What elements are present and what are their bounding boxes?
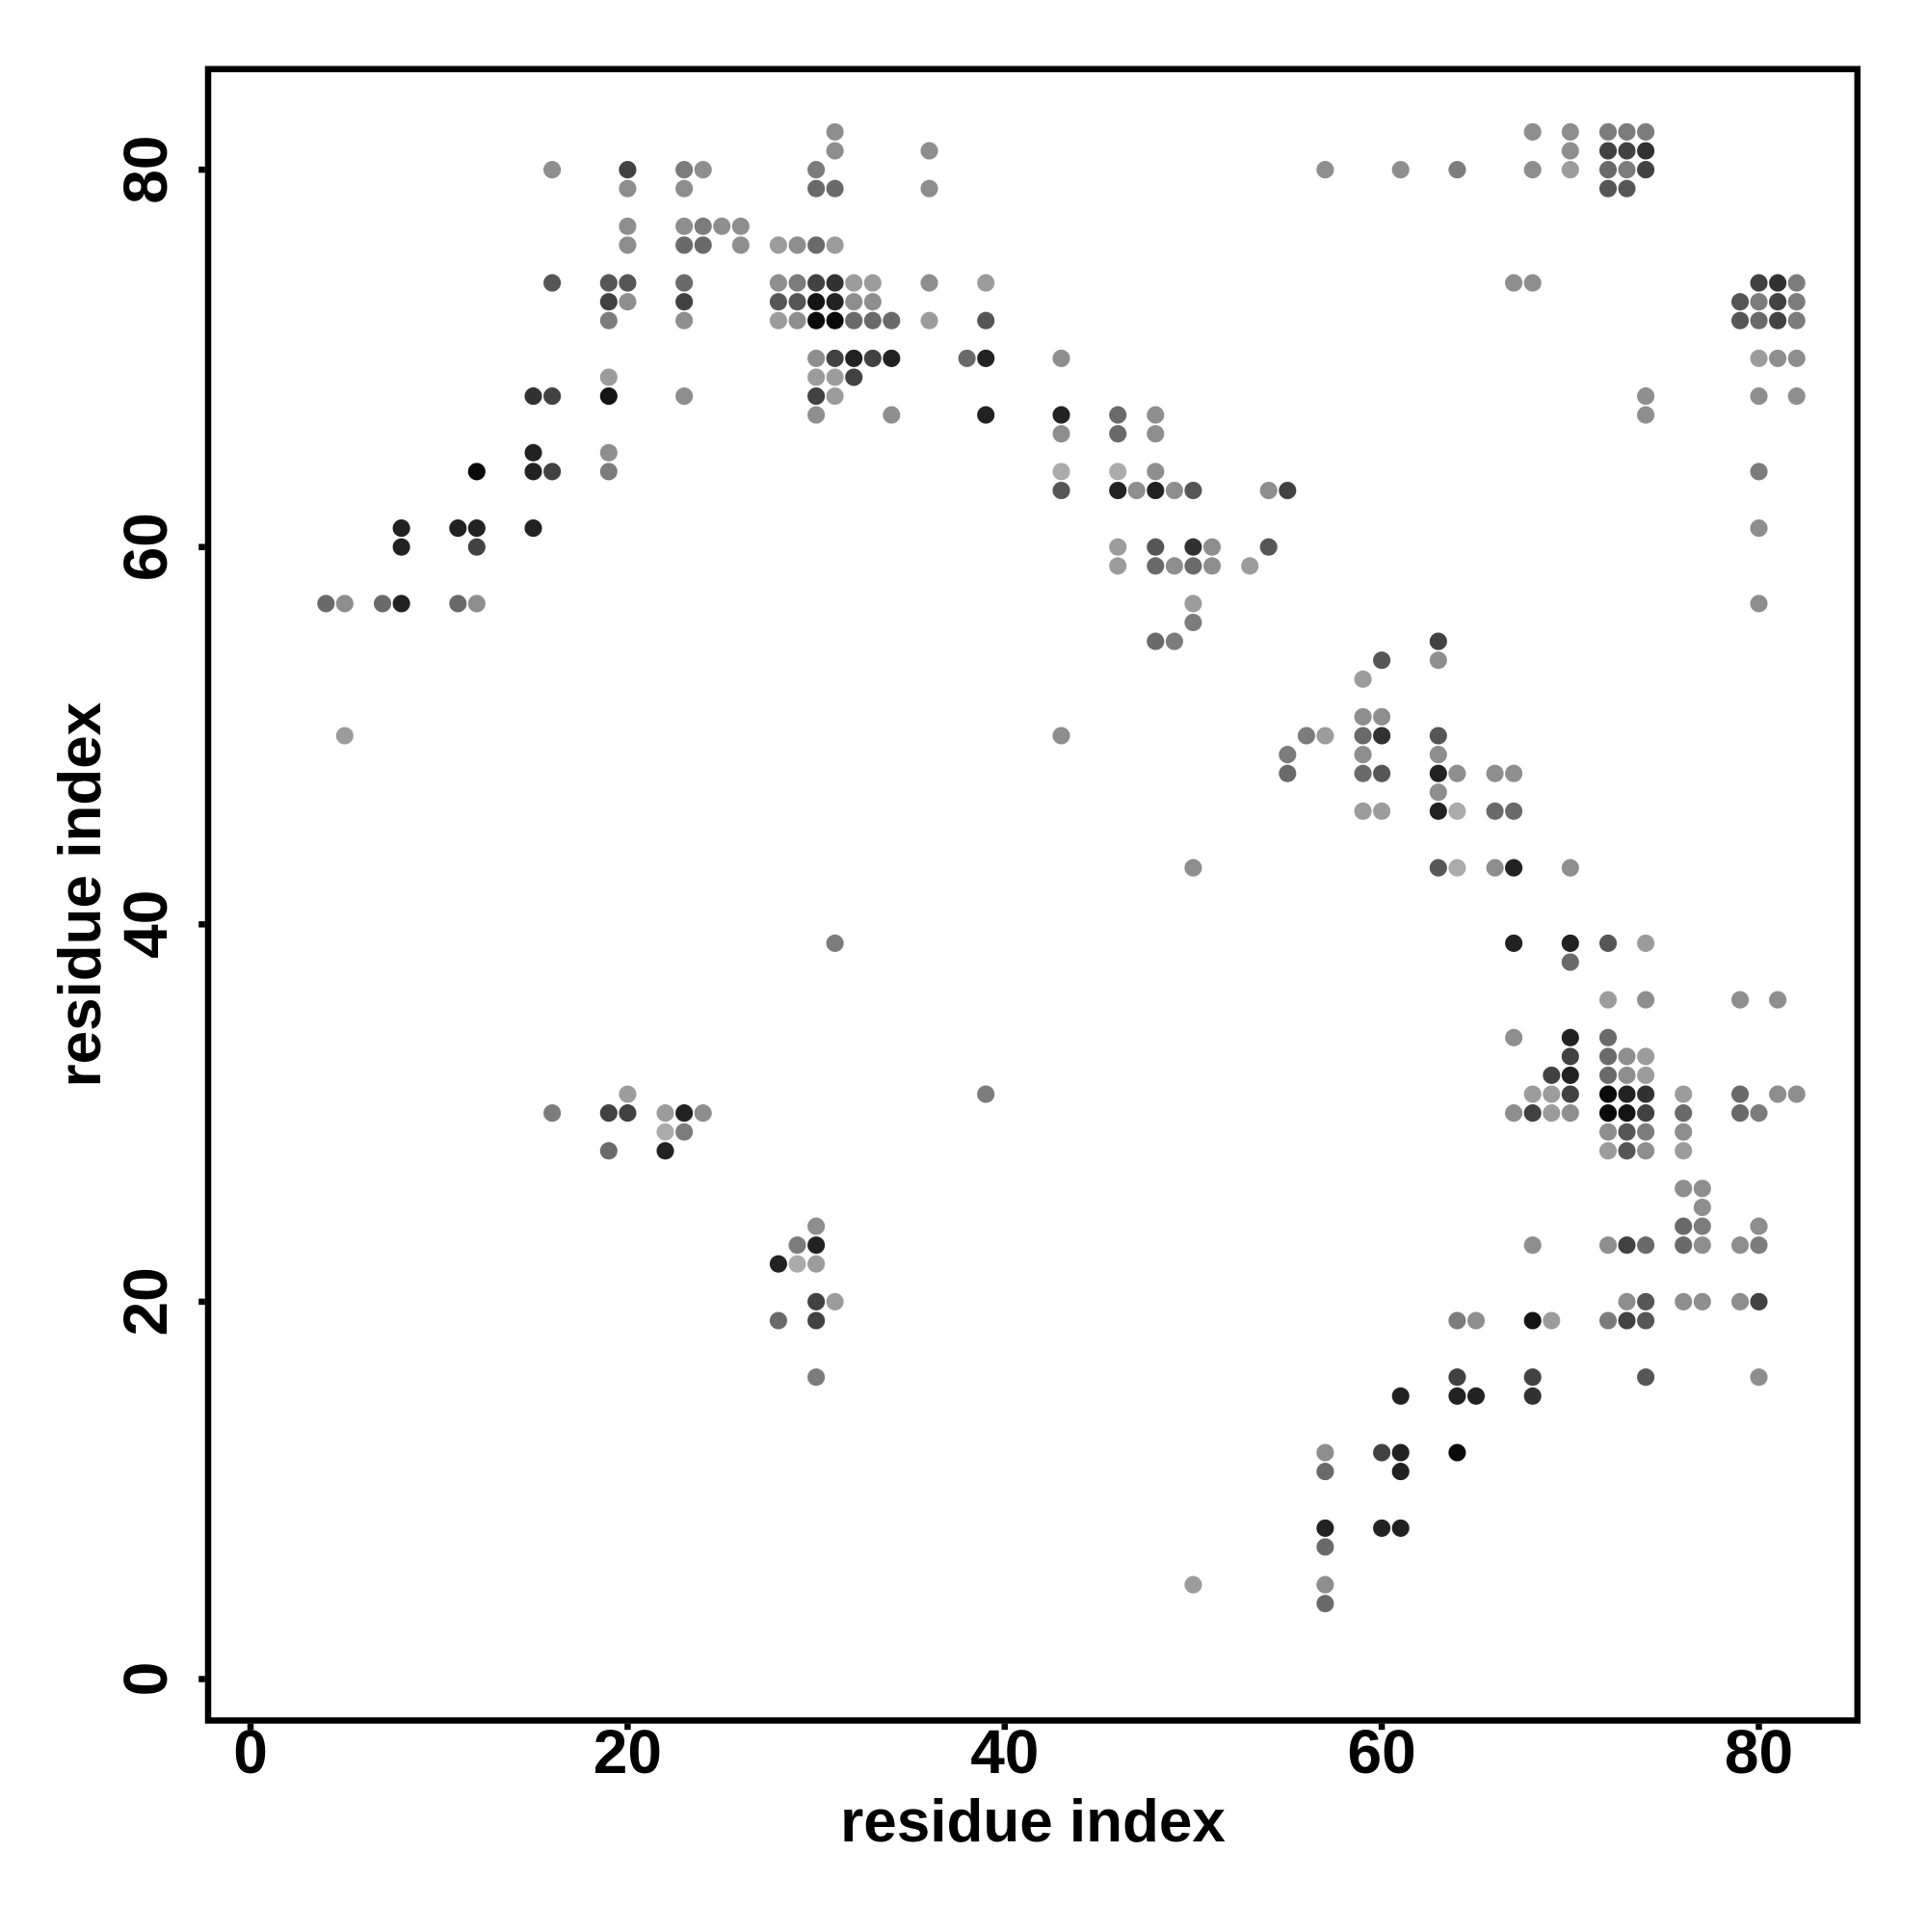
svg-text:40: 40 [970,1717,1039,1786]
svg-text:0: 0 [233,1717,268,1786]
svg-text:60: 60 [111,513,180,581]
svg-text:80: 80 [111,136,180,204]
svg-text:0: 0 [111,1662,180,1697]
svg-text:60: 60 [1348,1717,1416,1786]
svg-text:20: 20 [594,1717,662,1786]
svg-text:residue index: residue index [47,701,114,1087]
svg-text:80: 80 [1725,1717,1793,1786]
svg-text:20: 20 [111,1267,180,1336]
svg-text:residue index: residue index [840,1788,1226,1855]
svg-text:40: 40 [111,890,180,959]
